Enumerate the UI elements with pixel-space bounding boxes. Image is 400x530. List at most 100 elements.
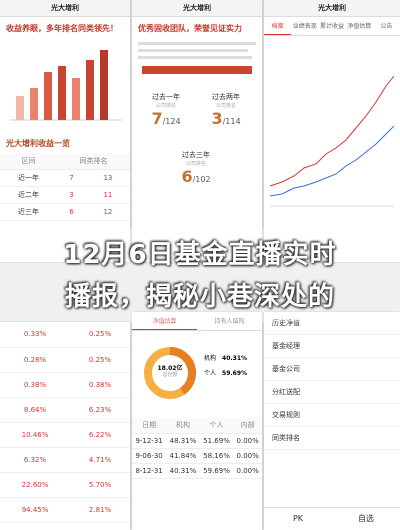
- cell: 6.22%: [70, 422, 130, 448]
- menu-item[interactable]: 交易规则: [264, 404, 400, 427]
- header: 光大增利: [264, 0, 400, 17]
- tab[interactable]: 公告: [380, 23, 393, 30]
- rank-total: /114: [222, 117, 241, 126]
- title-line: 12月6日基金直播实时: [63, 240, 337, 270]
- rank-line: 6/102: [170, 167, 222, 186]
- cell: 8.64%: [0, 397, 71, 423]
- middle-top-screen: 光大增利 优秀固收团队，荣誉见证实力 过去一年 公司排名 7/124 过去两年 公司排名…: [132, 0, 262, 262]
- holder-table: 日期 机构 个人 内部 9-12-31 48.31% 51.69% 0.00% 9-06-30 4…: [132, 417, 262, 479]
- table-row: 近一年 7 13: [0, 169, 130, 187]
- header: 光大增利: [0, 0, 130, 17]
- bar: [86, 60, 94, 120]
- rank-line: 3/114: [200, 109, 252, 128]
- header: 光大增利: [132, 0, 262, 17]
- bar-illustration: [10, 50, 122, 121]
- bar: [30, 88, 38, 120]
- menu-item[interactable]: 基金公司: [264, 358, 400, 381]
- rank-card: 过去一年 公司排名 7/124: [140, 92, 192, 128]
- action-bar: PK 自选: [264, 507, 400, 530]
- table-row: 10.46% 6.22%: [0, 422, 130, 448]
- return-table: 0.33% 0.25% 0.28% 0.25% 0.38% 0.38% 8.64% 6.23%…: [0, 322, 130, 523]
- legend-text: 机构: [204, 355, 217, 362]
- left-top-screen: 光大增利 收益养眼，多年排名同类领先！ 光大增利收益一览 区间 同类排名 近一年 7 1…: [0, 0, 130, 262]
- action-button[interactable]: PK: [292, 514, 304, 523]
- tab[interactable]: 累计收益: [320, 23, 345, 30]
- action-button[interactable]: 自选: [358, 514, 374, 523]
- menu-item[interactable]: 分红送配: [264, 381, 400, 404]
- rank-card: 过去三年 公司排名 6/102: [170, 150, 222, 186]
- column-header: 机构: [166, 417, 200, 434]
- cell: 7: [57, 169, 86, 187]
- tab[interactable]: 业绩表现: [292, 23, 317, 30]
- cell: 10.46%: [0, 422, 71, 448]
- table-row: 94.45% 2.81%: [0, 497, 130, 523]
- legend: 机构 40.31% 个人 59.69%: [204, 353, 247, 383]
- rank-total: /124: [162, 117, 181, 126]
- tab[interactable]: 档案: [264, 17, 292, 35]
- menu-item[interactable]: 同类排名: [264, 427, 400, 450]
- banner: [142, 66, 252, 74]
- bar: [72, 78, 80, 120]
- rank-note: 公司排名: [215, 103, 236, 109]
- table-row: 8-12-31 40.31% 59.69% 0.00%: [132, 463, 262, 479]
- cell: 6.32%: [0, 447, 71, 473]
- line-blue: [269, 125, 395, 197]
- menu-list: 历史净值 基金经理 基金公司 分红送配 交易规则 同类排名: [264, 312, 400, 450]
- cell: 8-12-31: [132, 463, 167, 479]
- table-row: 9-06-30 41.84% 58.16% 0.00%: [132, 448, 262, 464]
- cell: 6: [57, 203, 86, 221]
- rank-number: 6: [181, 167, 193, 186]
- donut-label: 总份额: [162, 372, 178, 378]
- cell: 0.33%: [0, 322, 71, 348]
- column-header: 内部: [233, 417, 262, 434]
- table-row: 0.33% 0.25%: [0, 322, 130, 348]
- tab[interactable]: 持有人结构: [214, 318, 245, 325]
- cell: 13: [85, 169, 130, 187]
- rank-total: /102: [192, 175, 211, 184]
- bar: [100, 50, 108, 120]
- menu-item[interactable]: 基金经理: [264, 335, 400, 358]
- rank-table: 区间 同类排名 近一年 7 13 近二年 3 11 近三年 6 12: [0, 153, 130, 221]
- menu-item[interactable]: 历史净值: [264, 312, 400, 335]
- cell: 94.45%: [0, 497, 71, 523]
- cell: 0.00%: [233, 448, 262, 464]
- cell: 4.71%: [70, 447, 130, 473]
- cell: 40.31%: [166, 463, 200, 479]
- donut-segment: [144, 347, 196, 399]
- header-row: 日期 机构 个人 内部: [132, 417, 262, 434]
- tab[interactable]: 净值估算: [132, 312, 197, 330]
- text-block-illustration: [138, 42, 256, 74]
- tab[interactable]: 净值估算: [347, 23, 372, 30]
- right-bottom-screen: 历史净值 基金经理 基金公司 分红送配 交易规则 同类排名 PK 自选: [264, 312, 400, 530]
- cell: 0.38%: [0, 372, 71, 398]
- title-line: 播报，揭秘小巷深处的: [64, 282, 335, 312]
- cell: 51.69%: [199, 433, 234, 449]
- donut-value: 18.02亿: [157, 365, 183, 372]
- bar: [44, 72, 52, 120]
- headline: 优秀固收团队，荣誉见证实力: [138, 24, 242, 33]
- title-band: 12月6日基金直播实时 播报，揭秘小巷深处的: [0, 228, 400, 322]
- table-row: 22.60% 5.70%: [0, 472, 130, 498]
- cell: 0.25%: [70, 347, 130, 373]
- table-row: 8.64% 6.23%: [0, 397, 130, 423]
- table-title: 光大增利收益一览: [6, 139, 70, 148]
- bar: [58, 66, 66, 120]
- table-row: 6.32% 4.71%: [0, 447, 130, 473]
- cell: 22.60%: [0, 472, 71, 498]
- cell: 0.28%: [0, 347, 71, 373]
- cell: 近一年: [0, 169, 58, 187]
- text-line: [138, 56, 252, 59]
- table-row: 0.28% 0.25%: [0, 347, 130, 373]
- rank-line: 7/124: [140, 109, 192, 128]
- headline: 收益养眼，多年排名同类领先！: [6, 24, 118, 33]
- cell: 59.69%: [199, 463, 234, 479]
- cell: 9-06-30: [132, 448, 167, 464]
- cell: 41.84%: [166, 448, 200, 464]
- legend-item: 机构 40.31%: [204, 353, 247, 362]
- column-header: 区间: [0, 153, 58, 170]
- right-top-screen: 光大增利 档案 业绩表现 累计收益 净值估算 公告: [264, 0, 400, 262]
- table-row: 0.38% 0.38%: [0, 372, 130, 398]
- tabs: 净值估算 持有人结构: [132, 312, 262, 331]
- text-line: [138, 42, 256, 45]
- cell: 11: [85, 186, 130, 204]
